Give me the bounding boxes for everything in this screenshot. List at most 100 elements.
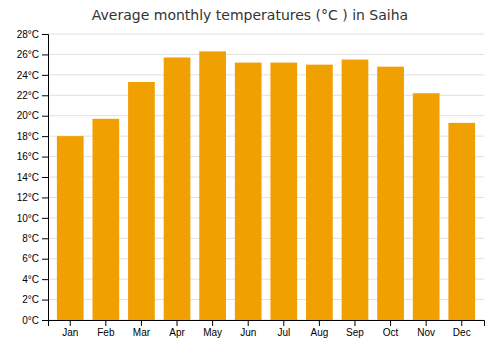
x-tick-label: Apr [169,327,185,338]
y-tick: 24°C [17,70,48,81]
y-tick-label: 4°C [22,274,39,285]
y-tick: 22°C [17,90,48,101]
y-tick: 2°C [22,294,48,305]
grid-line [48,74,484,75]
bar [413,93,440,320]
y-tick-mark [42,136,48,137]
x-tick: Feb [97,320,115,338]
bar [199,51,226,320]
bar [164,57,191,320]
x-tick: Jan [62,320,78,338]
bars [57,51,475,320]
y-tick-mark [42,320,48,321]
bar [128,82,155,320]
grid [48,34,484,320]
y-tick-mark [42,197,48,198]
title: Average monthly temperatures (°C ) in Sa… [92,7,408,23]
x-tick-label: Oct [383,327,399,338]
y-tick-label: 16°C [17,151,39,162]
x-tick: Apr [169,320,185,338]
y-tick-label: 18°C [17,131,39,142]
x-tick: Sep [346,320,364,338]
plot-area: 0°C 2°C 4°C 6°C 8°C 10°C 12°C 14°C 16°C 18°C 20°C 2… [17,29,485,338]
y-tick: 16°C [17,151,48,162]
x-tick-mark [319,320,320,326]
y-tick: 4°C [22,274,48,285]
y-tick: 20°C [17,110,48,121]
x-axis-line [49,321,485,327]
x-tick-label: Feb [97,327,115,338]
y-axis-line [42,35,49,321]
x-tick-label: Dec [453,327,471,338]
y-tick: 18°C [17,131,48,142]
y-tick: 28°C [17,29,48,40]
x-tick-mark [177,320,178,326]
y-tick: 14°C [17,172,48,183]
y-tick-label: 28°C [17,29,39,40]
y-axis: 0°C 2°C 4°C 6°C 8°C 10°C 12°C 14°C 16°C 18°C 20°C 2… [17,29,49,326]
y-tick-mark [42,177,48,178]
x-tick: Dec [453,320,471,338]
y-tick-mark [42,116,48,117]
x-tick: Jun [240,320,256,338]
y-tick-mark [42,157,48,158]
x-tick: Aug [310,320,328,338]
y-tick-mark [42,279,48,280]
y-tick: 12°C [17,192,48,203]
x-axis: Jan Feb Mar Apr May Jun Jul Aug Sep Oct Nov Dec [49,320,485,338]
y-tick-label: 22°C [17,90,39,101]
bar [235,63,262,320]
x-tick-mark [141,320,142,326]
y-tick: 6°C [22,253,48,264]
bar [306,65,333,320]
y-tick-mark [42,238,48,239]
y-tick-label: 6°C [22,253,39,264]
y-tick-label: 26°C [17,49,39,60]
grid-line [48,54,484,55]
bar [342,60,369,320]
y-tick-mark [42,95,48,96]
x-tick-mark [70,320,71,326]
y-tick-label: 10°C [17,213,39,224]
bar [92,119,119,320]
x-tick-mark [461,320,462,326]
grid-line [48,34,484,35]
y-tick-mark [42,259,48,260]
y-tick: 0°C [22,315,48,326]
x-tick: Nov [417,320,435,338]
y-tick-mark [42,218,48,219]
x-tick-mark [212,320,213,326]
y-tick-mark [42,75,48,76]
x-tick: May [203,320,222,338]
x-tick-mark [354,320,355,326]
y-tick-label: 14°C [17,172,39,183]
x-tick: Jul [277,320,290,338]
y-tick-mark [42,300,48,301]
chart: 0°C 2°C 4°C 6°C 8°C 10°C 12°C 14°C 16°C 18°C 20°C 2… [0,0,500,350]
x-tick-label: Sep [346,327,364,338]
y-tick-label: 0°C [22,315,39,326]
x-tick-label: May [203,327,222,338]
x-tick-mark [248,320,249,326]
bar [377,67,404,320]
y-tick-label: 12°C [17,192,39,203]
x-tick-mark [283,320,284,326]
x-tick: Oct [383,320,399,338]
x-tick-mark [390,320,391,326]
x-tick-label: Jun [240,327,256,338]
bar [57,136,84,320]
bar [270,63,297,320]
x-tick-mark [426,320,427,326]
y-tick: 26°C [17,49,48,60]
y-tick-label: 20°C [17,110,39,121]
bar [448,123,475,320]
x-tick-label: Aug [310,327,328,338]
y-tick: 8°C [22,233,48,244]
y-tick: 10°C [17,213,48,224]
x-tick-label: Jul [277,327,290,338]
x-tick-label: Mar [133,327,151,338]
x-tick: Mar [133,320,151,338]
y-tick-mark [42,54,48,55]
x-tick-label: Nov [417,327,435,338]
x-tick-label: Jan [62,327,78,338]
